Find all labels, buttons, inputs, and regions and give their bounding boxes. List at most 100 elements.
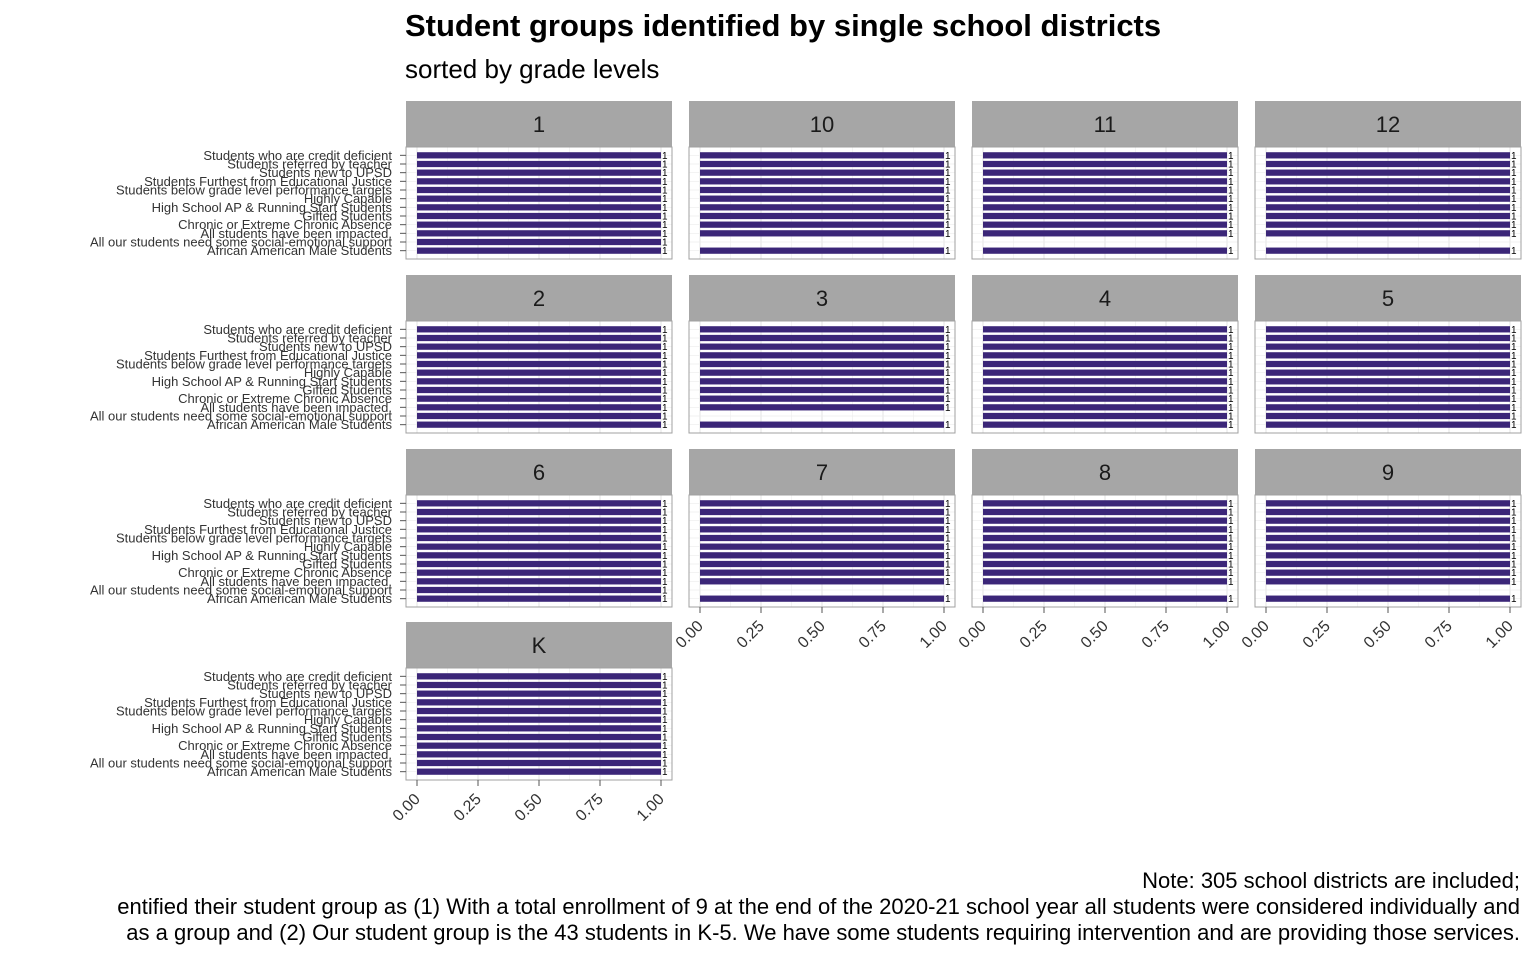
bar: [417, 221, 661, 228]
data-label: 1: [1511, 525, 1517, 536]
bar: [700, 386, 944, 394]
data-label: 1: [1511, 334, 1517, 345]
y-tick-label: All our students need some social-emotio…: [90, 409, 392, 424]
bar: [983, 386, 1227, 394]
y-tick-label: Students referred by teacher: [227, 505, 392, 520]
data-label: 1: [945, 229, 951, 240]
data-label: 1: [945, 220, 951, 231]
bar: [417, 160, 661, 168]
data-label: 1: [1511, 342, 1517, 353]
bar: [417, 759, 661, 767]
data-label: 1: [662, 203, 668, 214]
data-label: 1: [945, 168, 951, 179]
bar: [700, 160, 944, 168]
bar: [1266, 352, 1510, 359]
bar: [983, 221, 1227, 228]
bar: [700, 500, 944, 507]
data-label: 1: [945, 551, 951, 562]
data-label: 1: [945, 386, 951, 397]
data-label: 1: [662, 342, 668, 353]
x-tick-label: 0.75: [856, 618, 890, 652]
data-label: 1: [945, 368, 951, 379]
data-label: 1: [662, 151, 668, 162]
bar: [983, 212, 1227, 220]
facet-strip: [689, 275, 955, 321]
data-label: 1: [1511, 168, 1517, 179]
bar: [1266, 178, 1510, 185]
facet-strip: [689, 449, 955, 495]
bar: [983, 369, 1227, 376]
facet-strip: [406, 275, 672, 321]
note-line-3: as a group and (2) Our student group is …: [126, 920, 1520, 945]
data-label: 1: [945, 420, 951, 431]
data-label: 1: [1228, 168, 1234, 179]
data-label: 1: [945, 403, 951, 414]
x-tick-label: 0.75: [1422, 618, 1456, 652]
facet-label: 5: [1382, 286, 1394, 311]
bar: [417, 595, 661, 602]
facet-label: 9: [1382, 460, 1394, 485]
data-label: 1: [945, 194, 951, 205]
data-label: 1: [1511, 542, 1517, 553]
bar: [700, 517, 944, 524]
y-tick-label: Students Furthest from Educational Justi…: [144, 522, 392, 537]
data-label: 1: [1228, 334, 1234, 345]
data-label: 1: [1228, 412, 1234, 423]
panel-border: [971, 146, 1239, 260]
x-tick-label: 1.00: [634, 791, 668, 825]
bar: [417, 560, 661, 568]
facet-label: 1: [533, 112, 545, 137]
bar: [700, 534, 944, 542]
data-label: 1: [1511, 412, 1517, 423]
x-tick-label: 0.75: [573, 791, 607, 825]
x-tick-label: 0.25: [1017, 618, 1051, 652]
facet-label: 3: [816, 286, 828, 311]
bar: [1266, 152, 1510, 159]
bar: [417, 699, 661, 706]
data-label: 1: [1511, 516, 1517, 527]
data-label: 1: [1228, 534, 1234, 545]
bar: [417, 526, 661, 533]
y-tick-label: Students new to UPSD: [259, 165, 392, 180]
data-label: 1: [662, 368, 668, 379]
data-label: 1: [1511, 186, 1517, 197]
x-tick-label: 0.75: [1139, 618, 1173, 652]
y-tick-label: Students new to UPSD: [259, 339, 392, 354]
bar: [983, 230, 1227, 237]
x-tick-label: 0.00: [390, 791, 424, 825]
bar: [417, 369, 661, 376]
data-label: 1: [945, 212, 951, 223]
data-label: 1: [662, 386, 668, 397]
facet-label: 10: [810, 112, 834, 137]
bar: [700, 343, 944, 350]
data-label: 1: [1228, 560, 1234, 571]
data-label: 1: [662, 767, 668, 778]
data-label: 1: [1511, 325, 1517, 336]
data-label: 1: [1228, 186, 1234, 197]
bar: [417, 578, 661, 585]
bar: [700, 169, 944, 176]
data-label: 1: [945, 577, 951, 588]
data-label: 1: [1228, 160, 1234, 171]
data-label: 1: [1228, 360, 1234, 371]
data-label: 1: [945, 325, 951, 336]
y-tick-label: Highly Capable: [304, 365, 392, 380]
y-tick-label: Gifted Students: [302, 209, 392, 224]
bar: [417, 508, 661, 516]
bar: [417, 395, 661, 402]
data-label: 1: [662, 741, 668, 752]
x-tick-label: 0.50: [795, 618, 829, 652]
bar: [1266, 500, 1510, 507]
data-label: 1: [1511, 594, 1517, 605]
x-tick-label: 0.00: [956, 618, 990, 652]
data-label: 1: [1511, 577, 1517, 588]
data-label: 1: [1228, 177, 1234, 188]
bar: [417, 569, 661, 576]
bar: [700, 352, 944, 359]
data-label: 1: [945, 334, 951, 345]
data-label: 1: [662, 220, 668, 231]
data-label: 1: [945, 246, 951, 257]
bar: [983, 186, 1227, 194]
data-label: 1: [945, 534, 951, 545]
